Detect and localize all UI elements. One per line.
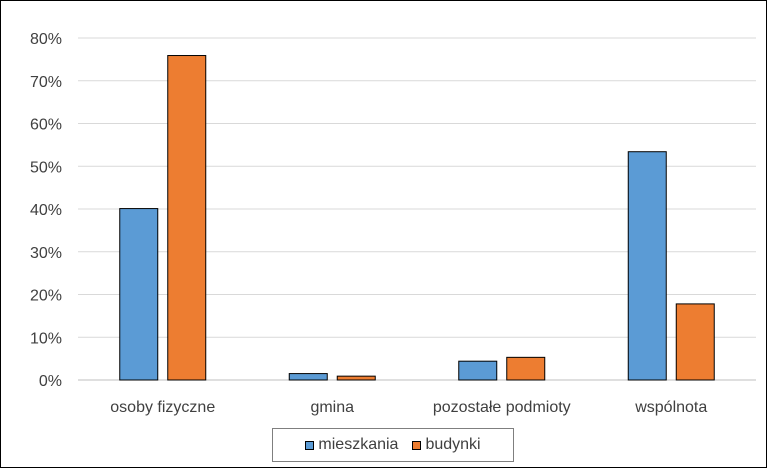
x-category-label: gmina bbox=[310, 399, 354, 416]
y-axis-tick-labels: 0% 10% 20% 30% 40% 50% 60% 70% 80% bbox=[30, 31, 62, 390]
legend-label-series-1: mieszkania bbox=[318, 436, 399, 453]
bar-budynki-2 bbox=[506, 356, 546, 381]
y-tick-label: 50% bbox=[30, 159, 62, 176]
x-category-label: osoby fizyczne bbox=[110, 399, 215, 416]
x-category-label: pozostałe podmioty bbox=[433, 399, 571, 416]
y-tick-label: 80% bbox=[30, 31, 62, 48]
y-tick-label: 10% bbox=[30, 330, 62, 347]
bar-budynki-3 bbox=[675, 303, 715, 381]
y-tick-label: 0% bbox=[39, 373, 62, 390]
bar-budynki-0 bbox=[167, 55, 207, 381]
bar-mieszkania-1 bbox=[288, 373, 328, 381]
legend-item-series-2: budynki bbox=[412, 436, 481, 454]
y-tick-label: 40% bbox=[30, 202, 62, 219]
legend: mieszkania budynki bbox=[272, 428, 514, 462]
legend-swatch-series-2 bbox=[412, 440, 422, 450]
bar-budynki-1 bbox=[336, 375, 376, 381]
bar-mieszkania-3 bbox=[627, 151, 667, 381]
legend-swatch-series-1 bbox=[305, 440, 315, 450]
y-tick-label: 20% bbox=[30, 288, 62, 305]
bars bbox=[119, 55, 715, 381]
y-tick-label: 70% bbox=[30, 74, 62, 91]
legend-label-series-2: budynki bbox=[425, 436, 481, 453]
bar-mieszkania-0 bbox=[119, 208, 159, 381]
legend-item-series-1: mieszkania bbox=[305, 436, 398, 454]
x-category-label: wspólnota bbox=[634, 399, 707, 416]
y-tick-label: 30% bbox=[30, 245, 62, 262]
y-tick-label: 60% bbox=[30, 117, 62, 134]
bar-mieszkania-2 bbox=[458, 360, 498, 381]
x-axis-category-labels: osoby fizyczne gmina pozostałe podmioty wsp… bbox=[110, 399, 707, 416]
